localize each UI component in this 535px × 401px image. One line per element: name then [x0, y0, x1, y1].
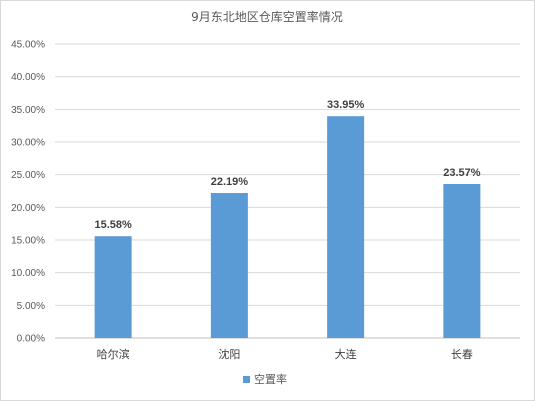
y-tick-label: 15.00% — [11, 236, 45, 247]
bar — [210, 193, 248, 338]
y-tick-label: 45.00% — [11, 40, 45, 51]
bar — [327, 116, 365, 339]
y-tick-label: 30.00% — [11, 138, 45, 149]
legend: 空置率 — [243, 372, 287, 386]
y-tick-label: 20.00% — [11, 203, 45, 214]
y-tick-label: 35.00% — [11, 105, 45, 116]
x-tick-label: 大连 — [335, 347, 357, 361]
y-tick-label: 25.00% — [11, 170, 45, 181]
x-tick-label: 长春 — [451, 348, 473, 361]
data-label: 22.19% — [211, 176, 249, 188]
gridlines — [55, 43, 520, 339]
y-tick-label: 0.00% — [17, 334, 45, 345]
legend-swatch — [243, 376, 250, 383]
data-label: 15.58% — [94, 219, 132, 231]
data-label: 33.95% — [327, 99, 365, 111]
y-axis-ticks: 0.00% 5.00% 10.00% 15.00% 20.00% 25.00% 30.00%… — [11, 40, 45, 345]
bars — [94, 116, 481, 339]
data-labels: 15.58% 22.19% 33.95% 23.57% — [94, 99, 480, 231]
x-axis-ticks: 哈尔滨 沈阳 大连 长春 — [97, 347, 473, 361]
y-tick-label: 10.00% — [11, 268, 45, 279]
legend-label: 空置率 — [254, 372, 287, 386]
bar — [94, 236, 132, 338]
bar — [443, 184, 481, 338]
chart-title: 9月东北地区仓库空置率情况 — [191, 9, 343, 24]
x-tick-label: 哈尔滨 — [97, 347, 130, 361]
y-tick-label: 5.00% — [17, 301, 45, 312]
x-tick-label: 沈阳 — [218, 347, 240, 361]
y-tick-label: 40.00% — [11, 72, 45, 83]
data-label: 23.57% — [443, 167, 481, 179]
